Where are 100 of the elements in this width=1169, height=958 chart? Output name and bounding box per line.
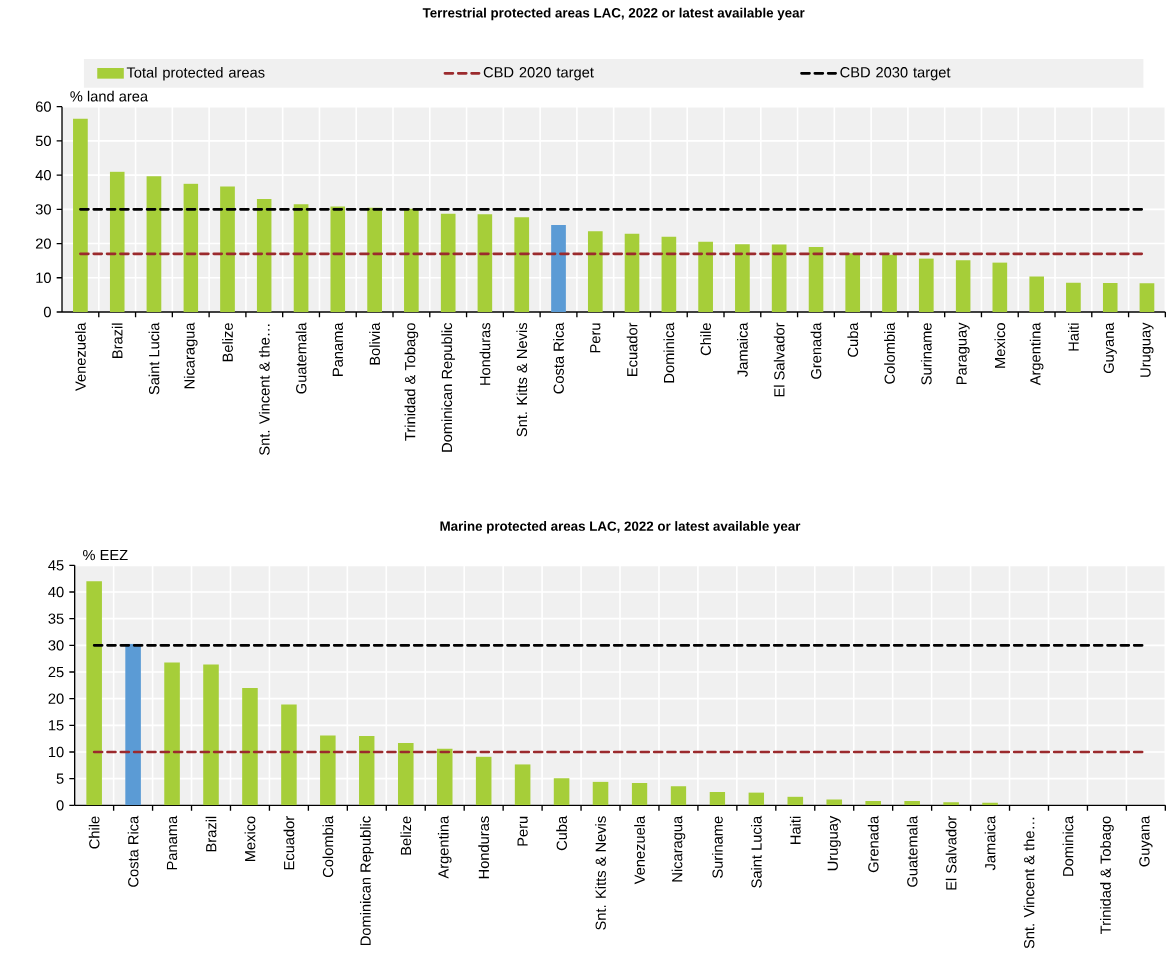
x-tick-label: Belize (222, 323, 233, 362)
x-tick-label: Honduras (478, 816, 490, 879)
y-tick-label: 50 (35, 135, 51, 147)
x-tick-label: Grenada (810, 322, 822, 379)
x-tick-label: Snt. Kitts & Nevis (516, 323, 528, 437)
y-tick-label: 30 (35, 204, 51, 215)
x-tick-label: Uruguay (1140, 322, 1154, 377)
bar (436, 748, 453, 806)
x-tick-label: Guatemala (295, 322, 307, 394)
bar (86, 581, 102, 806)
x-tick-label: Venezuela (634, 815, 645, 885)
x-tick-label: Ecuador (626, 322, 638, 376)
bar (220, 186, 235, 312)
bar (281, 704, 297, 806)
x-tick-label: El Salvador (773, 322, 785, 397)
bar (440, 213, 456, 312)
x-tick-label: Mexico (994, 323, 1006, 368)
x-tick-label: Dominican Republic (441, 322, 455, 452)
x-tick-label: El Salvador (945, 816, 957, 890)
bar (661, 236, 677, 312)
x-tick-label: Trinidad & Tobago (1100, 816, 1114, 934)
x-tick-label: Guatemala (906, 815, 918, 887)
x-tick-label: Argentina (1029, 322, 1044, 386)
x-tick-label: Honduras (479, 323, 491, 385)
bar (125, 643, 141, 806)
x-tick-label: Grenada (867, 815, 879, 873)
bar (1066, 282, 1081, 312)
x-tick-label: Costa Rica (127, 815, 139, 887)
x-tick-label: Dominica (663, 322, 675, 383)
x-tick-label: Argentina (437, 815, 452, 879)
bar (367, 207, 382, 312)
bar (865, 801, 881, 806)
x-tick-label: Colombia (322, 815, 334, 878)
y-tick-label: 40 (48, 586, 64, 598)
x-tick-label: Uruguay (827, 815, 841, 871)
legend-label: CBD 2030 target (840, 67, 951, 81)
x-tick-label: Dominica (1062, 815, 1074, 876)
bar (904, 801, 920, 806)
x-tick-label: Haiti (789, 816, 801, 844)
legend-label: CBD 2020 target (483, 67, 594, 81)
y-tick-label: 15 (48, 720, 64, 731)
bar (587, 231, 603, 312)
y-tick-label: 45 (48, 560, 64, 571)
bar (943, 802, 959, 806)
x-tick-label: Snt. Kitts & Nevis (595, 816, 606, 930)
x-tick-label: Peru (590, 323, 601, 353)
x-tick-label: Belize (400, 816, 412, 855)
x-tick-label: Saint Lucia (750, 815, 762, 888)
bar (808, 246, 824, 312)
bar (1139, 283, 1155, 312)
x-tick-label: Cuba (847, 322, 859, 357)
legend-label: Total protected areas (126, 66, 265, 81)
bar (553, 778, 570, 806)
y-tick-label: 20 (48, 693, 64, 704)
x-tick-label: Brazil (205, 816, 217, 852)
bar (242, 688, 258, 806)
bar (882, 254, 897, 312)
bar (670, 786, 687, 806)
x-tick-label: Panama (166, 815, 178, 870)
x-tick-label: Colombia (884, 322, 895, 384)
x-tick-label: Dominican Republic (359, 816, 374, 946)
x-tick-label: Snt. Vincent & the… (258, 324, 270, 455)
y-tick-label: 30 (48, 640, 64, 651)
y-tick-label: 10 (36, 272, 51, 283)
x-tick-label: Haiti (1068, 323, 1079, 351)
bar (73, 118, 88, 312)
y-tick-label: 35 (48, 613, 64, 624)
y-axis-title: % EEZ (83, 549, 128, 561)
chart-title: Terrestrial protected areas LAC, 2022 or latest available year (422, 7, 805, 21)
x-tick-label: Snt. Vincent & the… (1023, 817, 1035, 949)
bar (146, 176, 162, 312)
x-tick-label: Bolivia (369, 322, 381, 365)
bar (787, 796, 804, 806)
bar (771, 244, 787, 312)
bar (1029, 276, 1044, 312)
x-tick-label: Cuba (556, 815, 567, 851)
bar (624, 233, 640, 312)
y-tick-label: 10 (48, 746, 64, 758)
chart-title: Marine protected areas LAC, 2022 or latest available year (440, 521, 801, 534)
x-tick-label: Suriname (712, 816, 723, 878)
bar (256, 199, 272, 312)
y-tick-label: 5 (56, 773, 64, 784)
x-tick-label: Nicaragua (183, 322, 198, 389)
x-tick-label: Chile (700, 323, 712, 356)
bar (320, 735, 336, 806)
bar (918, 258, 934, 312)
bar (475, 756, 492, 806)
x-tick-label: Ecuador (283, 816, 295, 870)
bar (592, 781, 609, 806)
x-tick-label: Trinidad & Tobago (404, 323, 419, 441)
bar (404, 208, 419, 312)
x-tick-label: Venezuela (75, 322, 86, 391)
bar (709, 792, 726, 806)
x-tick-label: Guyana (1139, 815, 1153, 867)
y-tick-label: 20 (35, 238, 51, 249)
x-tick-label: Paraguay (956, 322, 970, 385)
bar (735, 244, 750, 312)
bar (164, 662, 180, 806)
bar (845, 253, 861, 312)
x-tick-label: Peru (517, 816, 528, 846)
